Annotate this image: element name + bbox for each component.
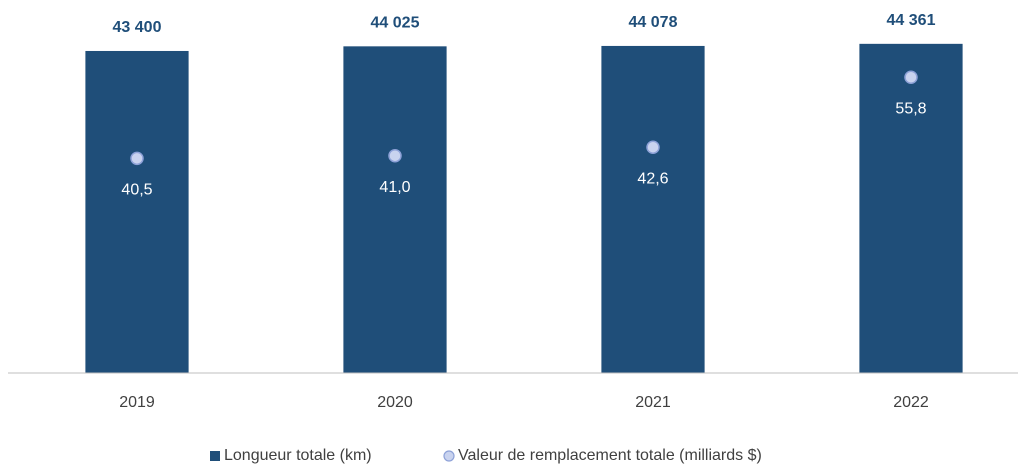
x-tick-label: 2022 [893,394,929,411]
point-value-label: 40,5 [121,182,152,199]
legend-swatch [443,450,455,462]
point-value-label: 42,6 [637,170,668,187]
point [646,140,660,154]
bar-value-label: 44 361 [887,12,936,29]
legend-label: Longueur totale (km) [224,447,372,464]
bar-value-label: 44 078 [629,14,678,31]
point [904,70,918,85]
bar [85,50,189,374]
bar-value-label: 43 400 [113,19,162,36]
bar-value-label: 44 025 [371,15,420,32]
x-tick-label: 2020 [377,394,413,411]
bar [343,46,447,373]
x-tick-label: 2021 [635,394,671,411]
point [388,148,402,163]
bar [859,43,963,374]
point-value-label: 41,0 [379,179,410,196]
legend-label: Valeur de remplacement totale (milliards… [458,447,762,464]
x-tick-label: 2019 [119,394,155,411]
point [130,151,144,166]
point-value-label: 55,8 [895,100,926,117]
legend-swatch [210,451,220,461]
bar [601,45,705,374]
